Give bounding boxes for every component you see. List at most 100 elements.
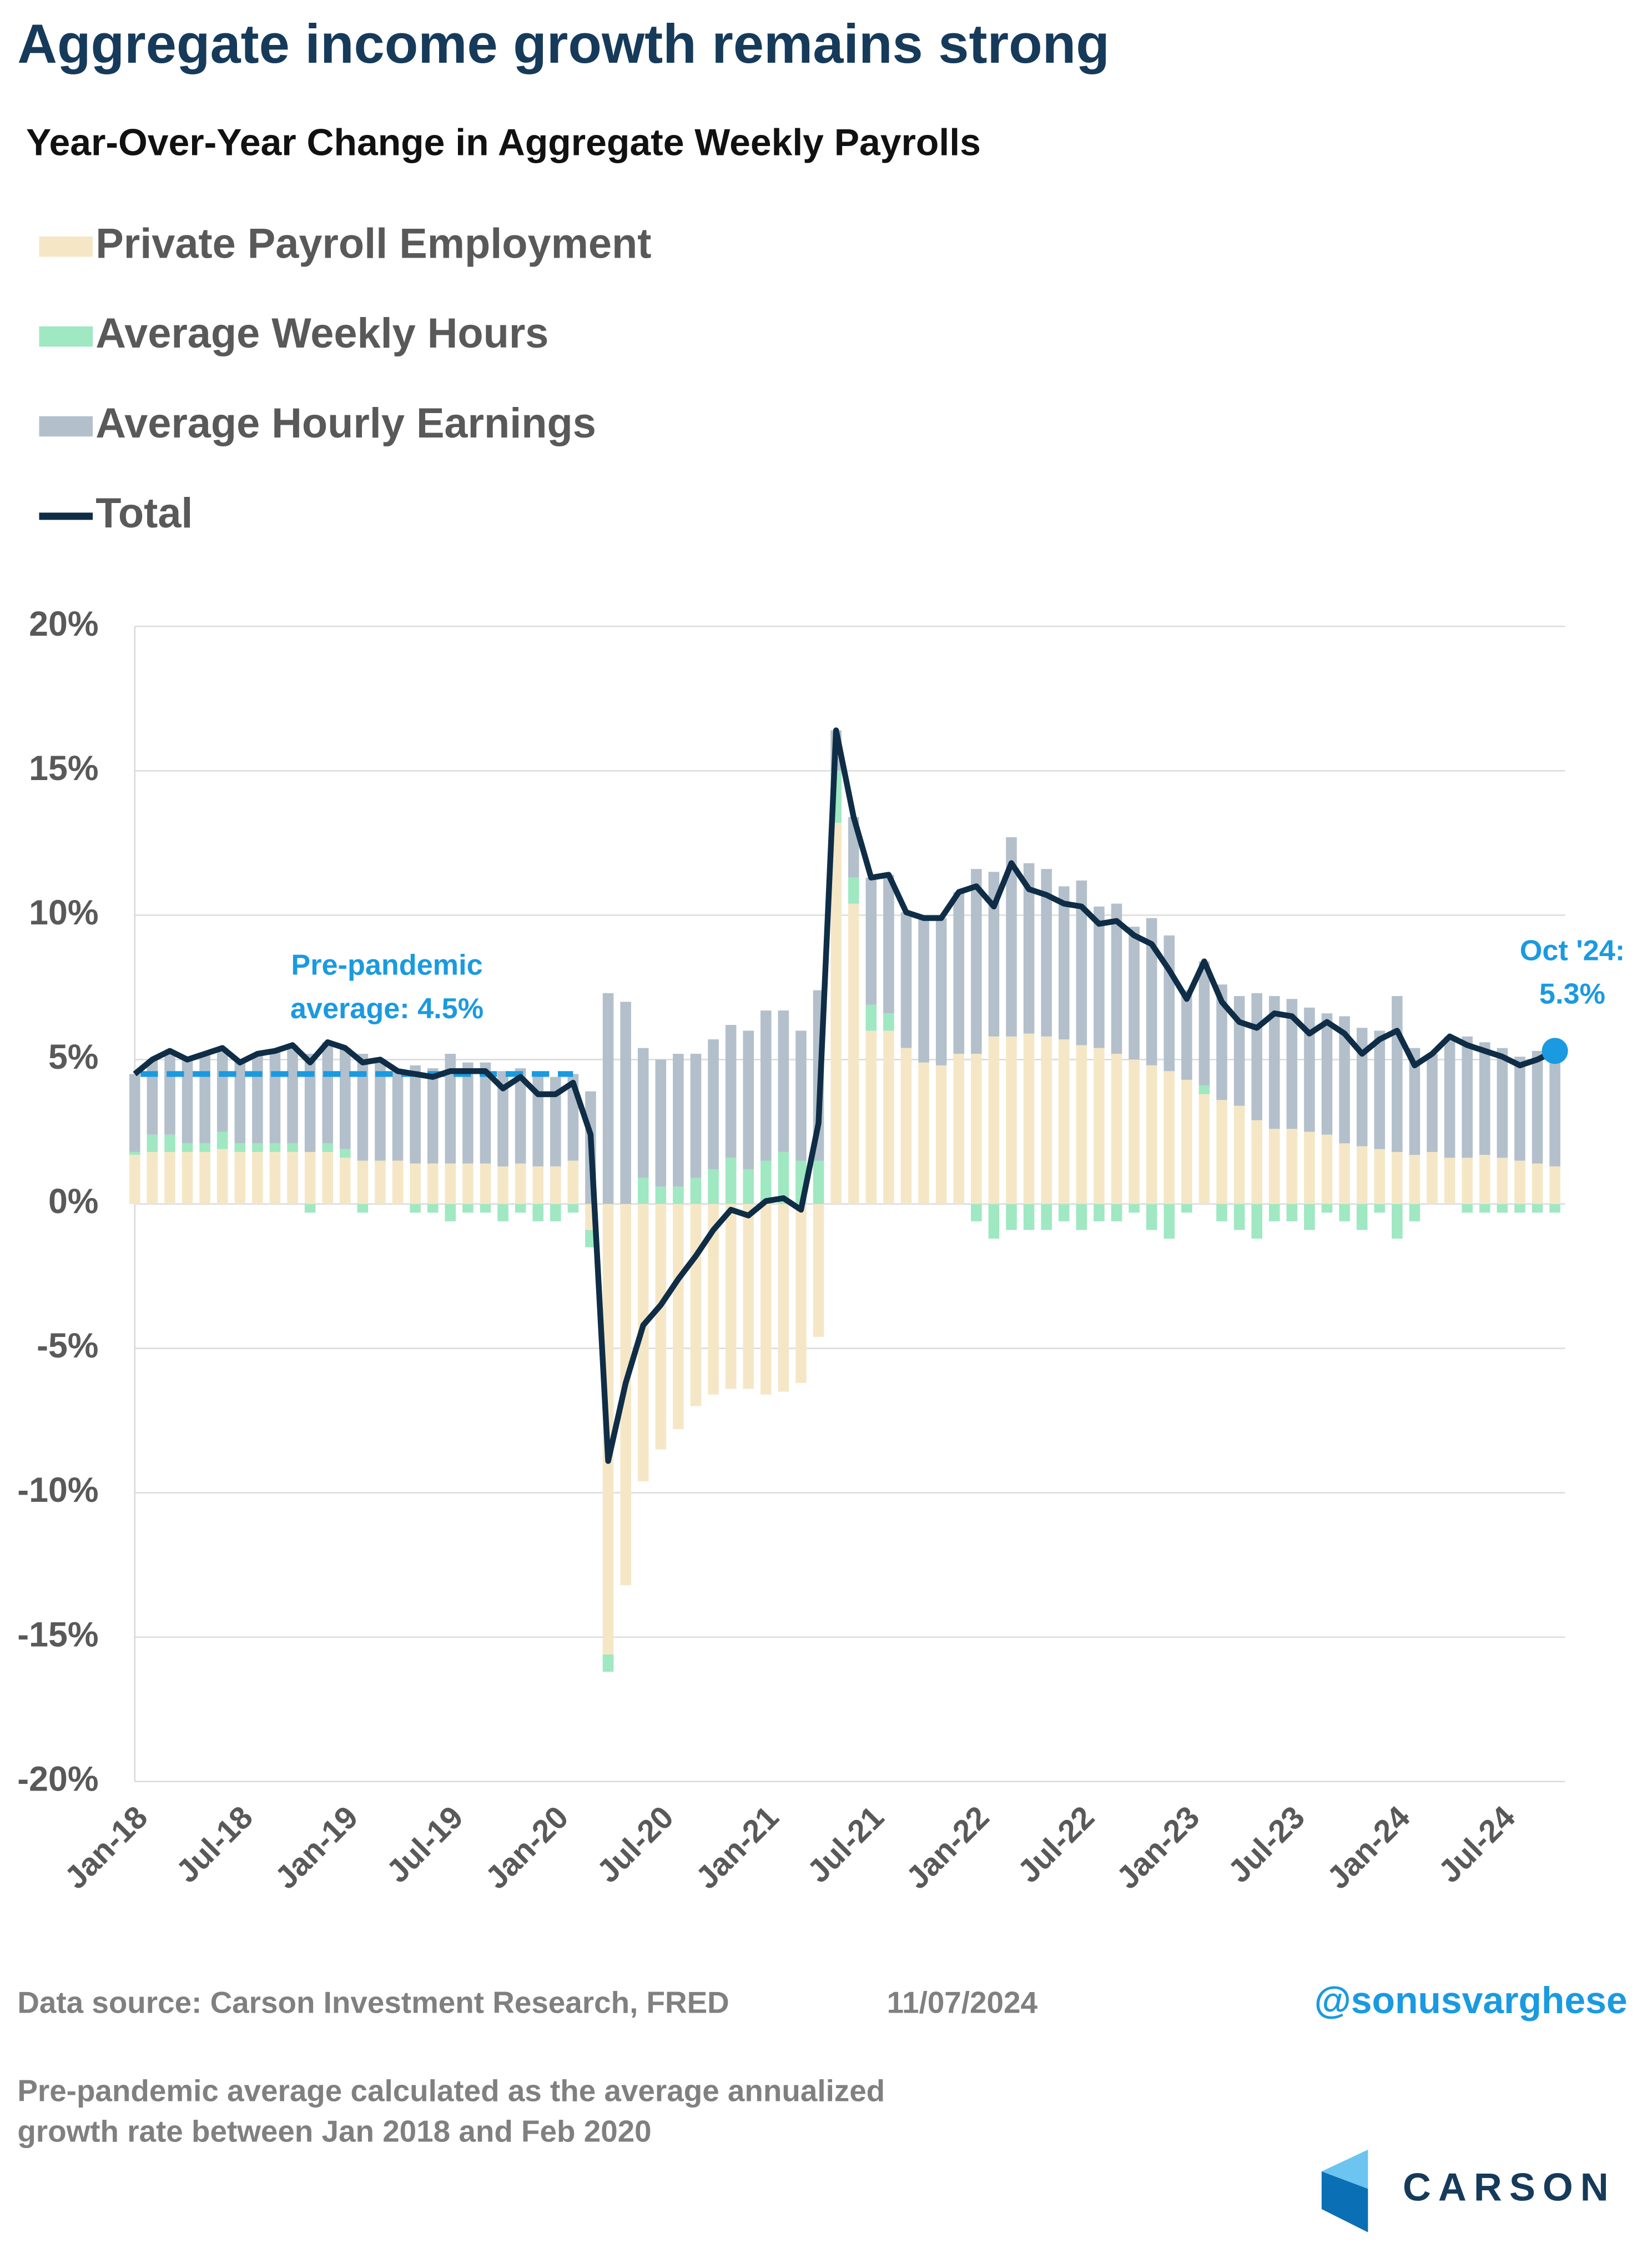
- bar-segment: [1514, 1057, 1525, 1161]
- bar-segment: [550, 1204, 561, 1221]
- bar-segment: [1111, 1204, 1122, 1221]
- legend-label: Total: [95, 490, 193, 537]
- bar-segment: [199, 1054, 210, 1144]
- bar-segment: [690, 1054, 702, 1178]
- bar-segment: [1076, 880, 1087, 1045]
- bar-segment: [1374, 1149, 1386, 1204]
- bar-segment: [655, 1204, 667, 1450]
- y-tick-label: -5%: [37, 1326, 98, 1365]
- bar-segment: [1286, 1129, 1298, 1204]
- bar-segment: [795, 1030, 807, 1161]
- bar-segment: [252, 1151, 263, 1204]
- bar-segment: [602, 993, 614, 1204]
- bar-segment: [673, 1204, 684, 1430]
- bar-segment: [918, 918, 929, 1063]
- bar-segment: [1164, 1071, 1175, 1204]
- bar-segment: [1321, 1013, 1333, 1135]
- bar-segment: [445, 1054, 456, 1164]
- bar-segment: [216, 1132, 228, 1149]
- bar-segment: [216, 1149, 228, 1204]
- x-tick-label: Jul-20: [590, 1799, 681, 1890]
- bar-segment: [1058, 1204, 1070, 1221]
- bar-segment: [708, 1039, 719, 1170]
- bar-segment: [1497, 1048, 1508, 1158]
- bar-segment: [1356, 1028, 1368, 1146]
- bar-segment: [515, 1068, 526, 1164]
- bar-segment: [550, 1077, 561, 1166]
- bar-segment: [1233, 1204, 1245, 1230]
- bar-segment: [865, 1004, 877, 1031]
- bar-segment: [971, 1204, 982, 1221]
- bar-segment: [252, 1054, 263, 1144]
- bar-segment: [813, 1204, 824, 1337]
- bar-segment: [497, 1071, 508, 1166]
- bar-segment: [1497, 1158, 1508, 1204]
- bar-segment: [532, 1166, 544, 1204]
- bar-segment: [708, 1169, 719, 1204]
- note: growth rate between Jan 2018 and Feb 202…: [17, 2114, 651, 2149]
- bar-segment: [795, 1204, 807, 1384]
- y-tick-label: 20%: [29, 605, 98, 643]
- bar-segment: [216, 1048, 228, 1132]
- bar-segment: [918, 1062, 929, 1204]
- x-tick-label: Jul-18: [169, 1799, 260, 1890]
- note: Pre-pandemic average calculated as the a…: [17, 2074, 885, 2108]
- bar-segment: [778, 1204, 789, 1392]
- bar-segment: [1427, 1054, 1438, 1152]
- bar-segment: [1146, 1065, 1157, 1204]
- bar-segment: [1321, 1134, 1333, 1204]
- bar-segment: [602, 1654, 614, 1672]
- bar-segment: [655, 1059, 667, 1187]
- legend-swatch: [39, 237, 93, 257]
- bar-segment: [1549, 1204, 1560, 1213]
- source: Data source: Carson Investment Research,…: [17, 1985, 729, 2019]
- bar-segment: [410, 1065, 421, 1164]
- bar-segment: [1023, 1033, 1035, 1204]
- bar-segment: [743, 1169, 754, 1204]
- reference-label: average: 4.5%: [290, 993, 483, 1025]
- bar-segment: [287, 1143, 298, 1152]
- legend-swatch: [39, 512, 93, 520]
- bar-segment: [883, 874, 894, 1014]
- legend-swatch: [39, 416, 93, 437]
- handle: @sonusvarghese: [1314, 1980, 1628, 2021]
- bar-segment: [427, 1068, 439, 1164]
- bar-segment: [1532, 1050, 1543, 1164]
- bar-segment: [1532, 1204, 1543, 1213]
- bar-segment: [1409, 1204, 1421, 1221]
- bar-segment: [1181, 990, 1192, 1080]
- logo-mark: [1321, 2149, 1368, 2232]
- bar-segment: [164, 1151, 175, 1204]
- bar-segment: [883, 1013, 894, 1031]
- bar-segment: [1374, 1204, 1386, 1213]
- x-tick-label: Jul-23: [1221, 1799, 1312, 1890]
- bar-segment: [1251, 993, 1262, 1120]
- bar-segment: [620, 1002, 631, 1204]
- bar-segment: [1304, 1204, 1315, 1230]
- bar-segment: [357, 1204, 369, 1213]
- bar-segment: [1479, 1204, 1490, 1213]
- bar-segment: [375, 1059, 386, 1161]
- bar-segment: [182, 1151, 193, 1204]
- bar-segment: [1444, 1158, 1455, 1204]
- bar-segment: [497, 1166, 508, 1204]
- bar-segment: [1006, 837, 1017, 1037]
- bar-segment: [182, 1143, 193, 1152]
- end-label: Oct '24:: [1520, 934, 1625, 967]
- bar-segment: [322, 1143, 333, 1152]
- bar-segment: [1304, 1132, 1315, 1204]
- bar-segment: [1392, 1151, 1403, 1204]
- legend-label: Average Hourly Earnings: [95, 400, 596, 447]
- bar-segment: [953, 1054, 965, 1204]
- bar-segment: [252, 1143, 263, 1152]
- bar-segment: [357, 1160, 369, 1204]
- bar-segment: [322, 1151, 333, 1204]
- bar-segment: [392, 1160, 404, 1204]
- bar-segment: [339, 1158, 351, 1204]
- total-line: [133, 727, 1557, 1464]
- bar-segment: [304, 1204, 316, 1213]
- bar-segment: [1514, 1160, 1525, 1204]
- bar-segment: [935, 918, 947, 1065]
- bar-segment: [865, 877, 877, 1005]
- bar-segment: [1216, 1100, 1227, 1204]
